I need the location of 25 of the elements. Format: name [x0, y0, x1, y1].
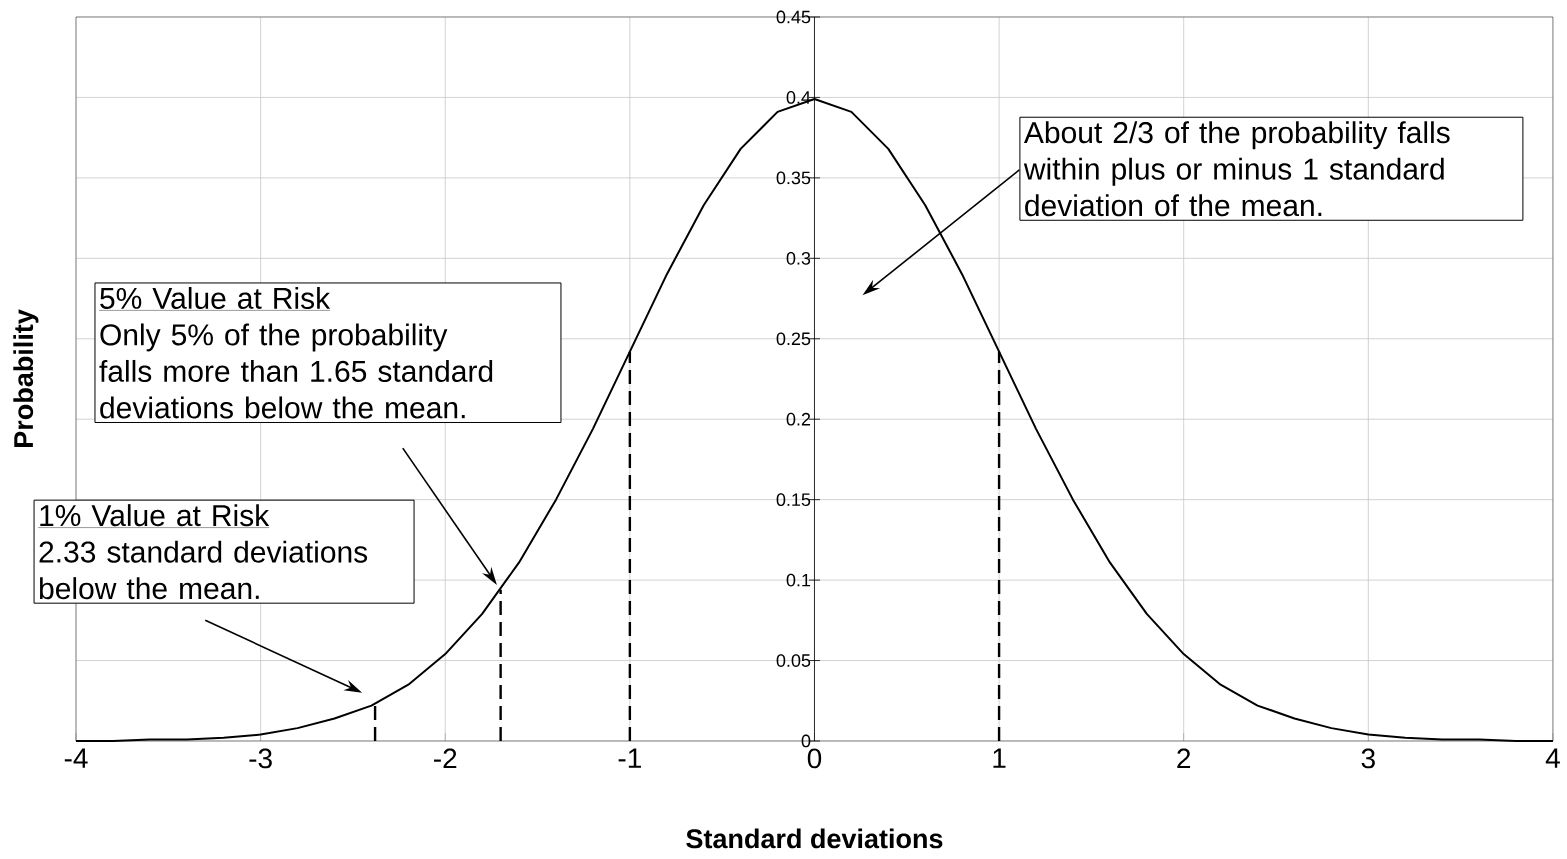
y-tick-label: 0 — [801, 734, 811, 748]
x-tick-label: 1 — [993, 748, 1006, 768]
x-tick-label: 4 — [1545, 748, 1560, 768]
y-tick-label: 0.3 — [786, 251, 811, 265]
annotation: Only 5% of the probability falls more than 1.65 standard deviations below the mean. — [99, 323, 493, 419]
y-tick-label: 0.4 — [786, 91, 811, 104]
y-tick-label: 0.1 — [786, 573, 811, 587]
x-tick-label: -1 — [618, 748, 641, 768]
y-tick-label: 0.15 — [776, 493, 811, 507]
annotation: 5% Value at Risk — [100, 286, 331, 309]
x-tick-label: -4 — [64, 748, 88, 768]
y-tick-label: 0.35 — [776, 171, 811, 185]
y-axis-title: Probability — [13, 309, 39, 447]
x-tick-label: -2 — [434, 748, 457, 769]
x-tick-label: -3 — [249, 748, 272, 769]
y-tick-label: 0.45 — [776, 10, 811, 24]
y-tick-label: 0.2 — [786, 412, 811, 426]
annotation: About 2/3 of the probability falls within plus or minus 1 standard deviation of the mean. — [1023, 121, 1450, 217]
y-tick-label: 0.25 — [776, 332, 811, 346]
x-axis-title: Standard deviations — [686, 828, 943, 849]
annotation: 1% Value at Risk — [40, 504, 270, 527]
y-tick-label: 0.05 — [776, 654, 811, 667]
annotation: 2.33 standard deviations below the mean. — [39, 540, 368, 600]
x-tick-label: 2 — [1177, 748, 1191, 769]
x-tick-label: 3 — [1361, 748, 1375, 769]
